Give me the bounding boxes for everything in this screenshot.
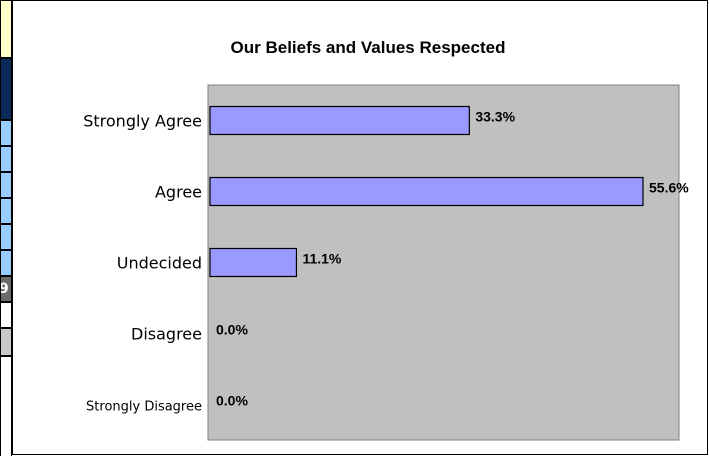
chart-title: Our Beliefs and Values Respected <box>231 38 506 57</box>
bar <box>209 247 298 278</box>
sliver-cell-total: 9 <box>0 276 12 302</box>
category-label: Strongly Disagree <box>86 400 202 415</box>
data-label: 0.0% <box>216 322 248 338</box>
sliver-cell-header <box>0 0 12 58</box>
sliver-cell-row <box>0 146 12 172</box>
sliver-cell-footer <box>0 328 12 356</box>
category-label: Undecided <box>117 254 202 273</box>
sliver-cell-row <box>0 172 12 198</box>
sliver-total-value: 9 <box>1 281 9 297</box>
sliver-cell-row <box>0 120 12 146</box>
sliver-cell-blank <box>0 302 12 328</box>
sliver-cell-row <box>0 198 12 224</box>
data-label: 0.0% <box>216 393 248 409</box>
spreadsheet-sliver: 9 <box>0 0 12 456</box>
sliver-cell-row <box>0 250 12 276</box>
category-label: Agree <box>155 183 202 202</box>
data-label: 55.6% <box>649 180 689 196</box>
sliver-cell-empty <box>0 356 12 456</box>
category-label: Disagree <box>131 325 202 344</box>
bar <box>209 105 470 136</box>
data-label: 11.1% <box>302 251 341 267</box>
data-label: 33.3% <box>475 109 515 125</box>
bar <box>209 176 644 207</box>
sliver-cell-row <box>0 224 12 250</box>
chart-svg: Our Beliefs and Values Respected Strongl… <box>83 38 689 441</box>
sliver-cell-dark <box>0 58 12 120</box>
chart-frame: Our Beliefs and Values Respected Strongl… <box>12 0 708 455</box>
category-label: Strongly Agree <box>83 112 202 131</box>
